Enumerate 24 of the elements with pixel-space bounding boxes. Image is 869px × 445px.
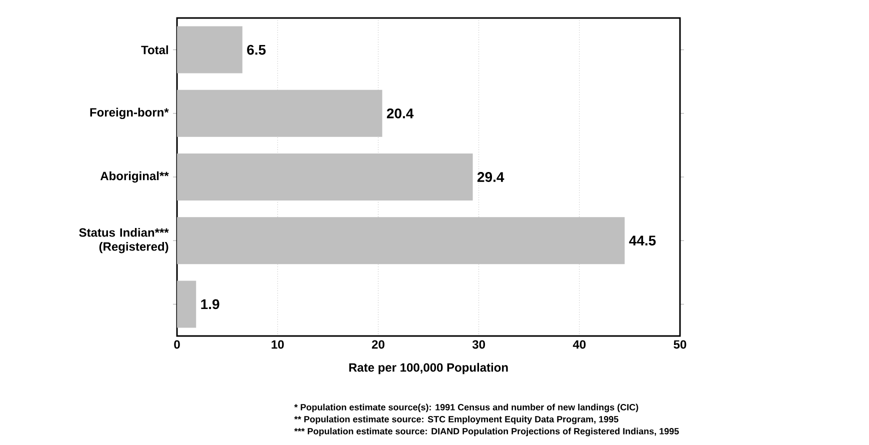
x-tick-label: 10 xyxy=(272,340,284,349)
x-axis-title: Rate per 100,000 Population xyxy=(349,362,508,374)
y-tick-label: Aboriginal** xyxy=(100,171,169,183)
data-label: 20.4 xyxy=(386,108,414,118)
x-tick-label: 40 xyxy=(572,340,586,349)
bar xyxy=(177,280,196,328)
data-label: 29.4 xyxy=(477,172,504,182)
bar xyxy=(177,90,382,137)
bar xyxy=(177,217,625,264)
data-label: 1.9 xyxy=(201,299,220,310)
bar xyxy=(177,26,242,74)
text: *** Population estimate source: DIAND Population Projections of Registered Indians, 1995 xyxy=(294,428,679,436)
y-tick-label: Total xyxy=(141,45,168,54)
bar xyxy=(177,154,473,201)
x-tick-label: 50 xyxy=(674,340,686,349)
text: ** Population estimate source: STC Employment Equity Data Program, 1995 xyxy=(294,416,618,424)
data-label: 6.5 xyxy=(247,44,266,55)
text: * Population estimate source(s): 1991 Census and number of new landings (CIC) xyxy=(294,404,638,412)
x-tick-label: 30 xyxy=(472,340,485,349)
x-tick-label: 20 xyxy=(372,340,384,349)
y-tick-label: Status Indian*** (Registered) xyxy=(79,228,169,254)
y-tick-label: Foreign-born* xyxy=(90,108,169,120)
data-label: 44.5 xyxy=(629,236,656,246)
x-tick-label: 0 xyxy=(174,340,180,349)
